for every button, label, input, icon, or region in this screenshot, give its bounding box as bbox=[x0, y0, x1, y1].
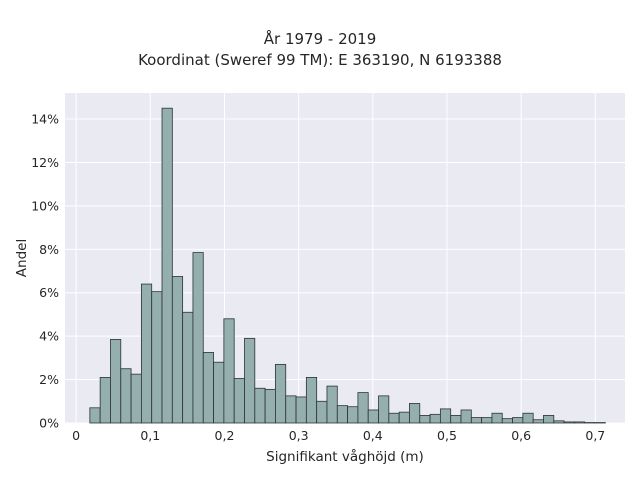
x-tick-label: 0,2 bbox=[215, 428, 235, 443]
y-tick-label: 14% bbox=[31, 112, 59, 127]
histogram-bar bbox=[244, 337, 256, 424]
histogram-bar bbox=[182, 311, 194, 424]
x-tick-label: 0,1 bbox=[140, 428, 160, 443]
histogram-bar bbox=[192, 252, 204, 424]
histogram-bar bbox=[254, 387, 266, 424]
histogram-bar bbox=[357, 392, 369, 424]
histogram-bar bbox=[213, 361, 225, 424]
histogram-bar bbox=[367, 409, 379, 424]
histogram-bar bbox=[202, 352, 214, 424]
y-tick-label: 6% bbox=[39, 285, 59, 300]
histogram-bar bbox=[347, 406, 359, 424]
chart-subtitle: Koordinat (Sweref 99 TM): E 363190, N 61… bbox=[138, 51, 502, 69]
histogram-bar bbox=[512, 417, 524, 424]
histogram-bar bbox=[429, 413, 441, 424]
histogram-bar bbox=[522, 412, 534, 424]
histogram-bar bbox=[574, 421, 586, 424]
histogram-bar bbox=[563, 421, 575, 424]
histogram-bar bbox=[491, 412, 503, 424]
histogram-bar bbox=[501, 418, 513, 424]
histogram-bar bbox=[295, 396, 307, 424]
histogram-bar bbox=[388, 412, 400, 424]
histogram-bar bbox=[460, 409, 472, 424]
x-tick-label: 0,4 bbox=[363, 428, 383, 443]
histogram-bar bbox=[110, 339, 122, 424]
x-tick-label: 0,6 bbox=[511, 428, 531, 443]
histogram-bar bbox=[120, 368, 132, 424]
histogram-bar bbox=[439, 408, 452, 424]
x-tick-label: 0,7 bbox=[585, 428, 605, 443]
histogram-bar bbox=[130, 373, 142, 424]
histogram-bar bbox=[316, 400, 328, 424]
histogram-bar bbox=[264, 388, 276, 424]
y-tick-label: 12% bbox=[31, 155, 59, 170]
y-axis-label: Andel bbox=[14, 239, 30, 277]
histogram-bar bbox=[161, 107, 173, 424]
y-tick-label: 2% bbox=[39, 372, 59, 387]
histogram-bar bbox=[481, 417, 493, 424]
histogram-bar bbox=[378, 395, 390, 424]
histogram-bar bbox=[233, 378, 245, 424]
histogram-bar bbox=[171, 276, 184, 424]
y-tick-label: 4% bbox=[39, 329, 59, 344]
histogram-bar bbox=[89, 407, 101, 424]
histogram-bar bbox=[99, 377, 111, 424]
histogram-bar bbox=[305, 377, 318, 424]
histogram-bar bbox=[151, 291, 163, 424]
chart-title: År 1979 - 2019 bbox=[263, 30, 377, 48]
y-tick-label: 10% bbox=[31, 198, 59, 213]
histogram-bar bbox=[532, 419, 544, 424]
histogram-bar bbox=[398, 411, 410, 424]
histogram-bar bbox=[285, 395, 297, 424]
histogram-bar bbox=[326, 385, 338, 424]
histogram-bar bbox=[450, 415, 462, 424]
histogram-bar bbox=[553, 420, 565, 424]
x-tick-label: 0 bbox=[72, 428, 80, 443]
histogram-bar bbox=[336, 405, 348, 424]
y-tick-label: 8% bbox=[39, 242, 59, 257]
x-tick-label: 0,3 bbox=[289, 428, 309, 443]
histogram-bar bbox=[543, 415, 555, 424]
histogram-bar bbox=[223, 318, 235, 424]
histogram-bar bbox=[275, 363, 287, 424]
histogram-bar bbox=[409, 403, 421, 424]
histogram-bar bbox=[419, 415, 431, 424]
histogram-bar bbox=[140, 283, 153, 424]
x-tick-label: 0,5 bbox=[437, 428, 457, 443]
histogram-bar bbox=[470, 417, 483, 424]
y-tick-label: 0% bbox=[39, 416, 59, 431]
x-axis-label: Signifikant våghöjd (m) bbox=[266, 448, 424, 465]
